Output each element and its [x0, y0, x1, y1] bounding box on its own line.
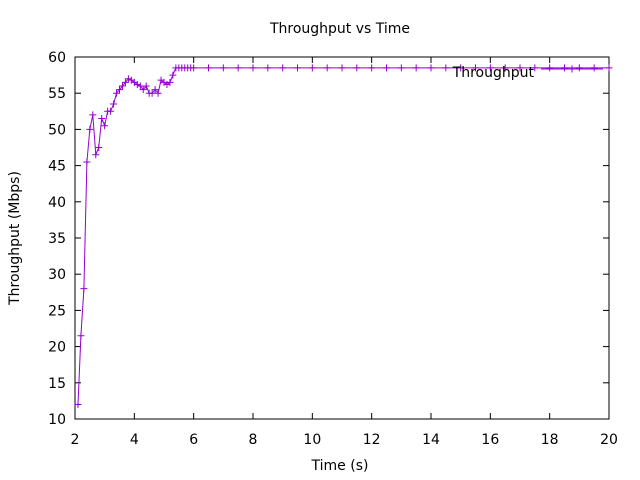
data-point-marker	[531, 64, 539, 72]
data-point-marker	[80, 285, 88, 293]
data-point-marker	[516, 64, 524, 72]
data-point-marker	[412, 64, 420, 72]
y-tick-label: 30	[48, 267, 66, 283]
data-point-marker	[101, 122, 109, 130]
data-point-marker	[121, 78, 129, 86]
x-tick-label: 18	[541, 432, 559, 448]
axis-ticks	[74, 56, 610, 420]
data-point-marker	[279, 64, 287, 72]
data-point-marker	[136, 82, 144, 90]
data-point-marker	[427, 64, 435, 72]
data-point-marker	[205, 64, 212, 72]
data-point-marker	[575, 64, 583, 72]
x-tick-label: 14	[422, 432, 440, 448]
data-point-marker	[86, 125, 94, 133]
data-point-marker	[95, 144, 103, 151]
x-tick-label: 16	[481, 432, 499, 448]
data-point-marker	[397, 64, 405, 72]
y-tick-label: 50	[48, 122, 66, 138]
data-point-marker	[294, 64, 301, 72]
data-point-marker	[234, 64, 242, 72]
data-point-marker	[590, 64, 598, 72]
data-point-marker	[308, 64, 316, 72]
data-point-marker	[133, 81, 141, 89]
data-point-marker	[338, 64, 346, 72]
data-point-marker	[442, 64, 450, 72]
y-tick-label: 40	[48, 195, 66, 211]
data-point-marker	[107, 107, 115, 115]
data-point-marker	[83, 158, 91, 166]
plot-area-frame	[74, 56, 610, 420]
data-point-marker	[98, 115, 106, 123]
y-tick-labels: 10 15 20 25 30 35 40 45 50 55 60	[48, 50, 66, 428]
data-point-marker	[89, 111, 97, 119]
data-point-marker	[118, 82, 126, 90]
data-point-marker	[457, 64, 465, 72]
y-tick-label: 10	[48, 412, 66, 428]
x-tick-label: 12	[363, 432, 381, 448]
data-point-marker	[368, 64, 376, 72]
x-axis-title: Time (s)	[311, 458, 369, 474]
series-line-throughput	[77, 67, 609, 405]
data-point-marker	[323, 64, 331, 72]
legend: Throughput	[452, 65, 603, 81]
data-point-marker	[486, 64, 494, 72]
data-point-marker	[383, 64, 390, 72]
y-tick-label: 15	[48, 376, 66, 392]
data-point-marker	[166, 78, 174, 86]
x-tick-label: 20	[600, 432, 618, 448]
y-tick-label: 20	[48, 340, 66, 356]
data-point-marker	[142, 82, 150, 90]
data-point-marker	[249, 64, 257, 72]
data-point-marker	[264, 64, 272, 72]
data-point-marker	[139, 86, 147, 94]
data-point-marker	[92, 151, 100, 159]
data-point-marker	[169, 71, 177, 79]
data-point-marker	[110, 100, 118, 108]
y-tick-label: 25	[48, 303, 66, 319]
y-tick-label: 45	[48, 159, 66, 175]
data-point-marker	[561, 64, 568, 72]
x-tick-label: 8	[249, 432, 258, 448]
data-point-marker	[77, 332, 85, 340]
series-markers-throughput	[74, 64, 613, 409]
legend-label-throughput: Throughput	[452, 65, 535, 81]
y-tick-label: 35	[48, 231, 66, 247]
data-point-marker	[190, 64, 198, 72]
y-axis-title: Throughput (Mbps)	[7, 171, 23, 306]
data-point-marker	[501, 64, 509, 72]
data-point-marker	[151, 86, 159, 94]
x-tick-label: 4	[130, 432, 139, 448]
data-point-marker	[605, 64, 613, 72]
data-point-marker	[124, 75, 132, 83]
data-point-marker	[568, 65, 576, 73]
data-point-marker	[472, 64, 479, 72]
data-point-marker	[353, 64, 361, 72]
data-point-marker	[113, 89, 121, 97]
data-point-marker	[74, 401, 82, 409]
data-point-marker	[546, 64, 554, 72]
data-point-marker	[219, 64, 227, 72]
data-point-marker	[148, 89, 156, 97]
x-tick-labels: 2 4 6 8 10 12 14 16 18 20	[71, 432, 618, 448]
x-tick-label: 6	[189, 432, 198, 448]
y-tick-label: 55	[48, 86, 66, 102]
chart-title: Throughput vs Time	[269, 21, 410, 37]
y-tick-label: 60	[48, 50, 66, 66]
x-tick-label: 10	[303, 432, 321, 448]
data-point-marker	[116, 86, 123, 94]
data-point-marker	[154, 89, 162, 97]
x-tick-label: 2	[71, 432, 80, 448]
